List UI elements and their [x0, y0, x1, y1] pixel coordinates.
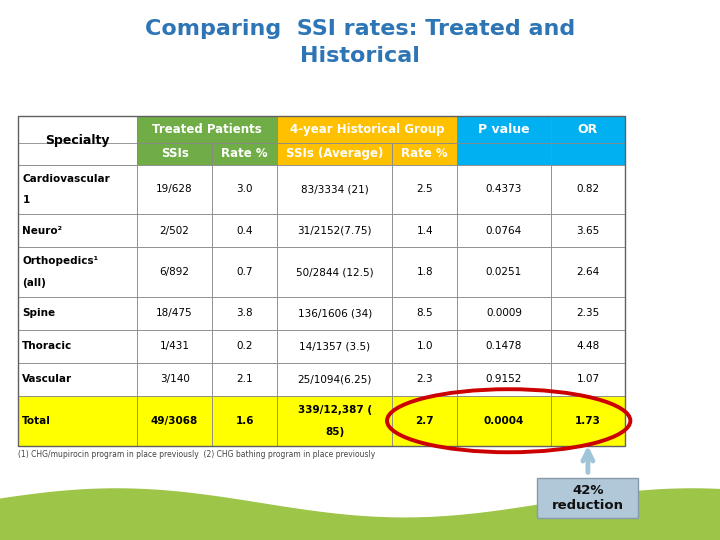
Text: 0.4373: 0.4373: [486, 185, 522, 194]
Text: 1.6: 1.6: [235, 416, 254, 426]
Text: Vascular: Vascular: [22, 374, 73, 384]
Text: 4-year Historical Group: 4-year Historical Group: [290, 123, 444, 136]
Text: 0.9152: 0.9152: [486, 374, 522, 384]
Text: Rate %: Rate %: [222, 147, 268, 160]
Text: 2.7: 2.7: [415, 416, 434, 426]
Text: 0.0009: 0.0009: [486, 308, 522, 319]
Text: (1) CHG/mupirocin program in place previously  (2) CHG bathing program in place : (1) CHG/mupirocin program in place previ…: [18, 450, 375, 459]
Text: 136/1606 (34): 136/1606 (34): [297, 308, 372, 319]
Text: 3.8: 3.8: [236, 308, 253, 319]
Text: 3.0: 3.0: [237, 185, 253, 194]
Text: 0.0764: 0.0764: [486, 226, 522, 236]
Text: Treated Patients: Treated Patients: [152, 123, 262, 136]
Text: 50/2844 (12.5): 50/2844 (12.5): [296, 267, 374, 277]
Text: 4.48: 4.48: [576, 341, 600, 352]
Text: 0.7: 0.7: [237, 267, 253, 277]
Text: Thoracic: Thoracic: [22, 341, 73, 352]
Text: 2.1: 2.1: [236, 374, 253, 384]
Text: 85): 85): [325, 427, 344, 437]
Text: Rate %: Rate %: [402, 147, 448, 160]
Text: 2.3: 2.3: [416, 374, 433, 384]
Text: 0.82: 0.82: [576, 185, 600, 194]
Text: Comparing  SSI rates: Treated and: Comparing SSI rates: Treated and: [145, 19, 575, 39]
Text: 0.4: 0.4: [237, 226, 253, 236]
Text: SSIs: SSIs: [161, 147, 189, 160]
Text: 1: 1: [22, 195, 30, 205]
Text: 6/892: 6/892: [160, 267, 189, 277]
Text: 2/502: 2/502: [160, 226, 189, 236]
Text: 1/431: 1/431: [160, 341, 189, 352]
Text: 18/475: 18/475: [156, 308, 193, 319]
Text: Cardiovascular: Cardiovascular: [22, 173, 110, 184]
Text: 0.1478: 0.1478: [486, 341, 522, 352]
Text: 49/3068: 49/3068: [151, 416, 198, 426]
Text: OR: OR: [577, 123, 598, 136]
Text: 1.07: 1.07: [576, 374, 600, 384]
Text: 1.8: 1.8: [416, 267, 433, 277]
Text: 42%
reduction: 42% reduction: [552, 484, 624, 512]
Text: Historical: Historical: [300, 46, 420, 66]
Text: 0.0004: 0.0004: [484, 416, 524, 426]
Text: 1.73: 1.73: [575, 416, 600, 426]
Text: Orthopedics¹: Orthopedics¹: [22, 256, 99, 266]
Text: Neuro²: Neuro²: [22, 226, 63, 236]
Text: Specialty: Specialty: [45, 134, 109, 147]
Text: 8.5: 8.5: [416, 308, 433, 319]
Text: Spine: Spine: [22, 308, 55, 319]
Text: SSIs (Average): SSIs (Average): [286, 147, 384, 160]
Text: 3/140: 3/140: [160, 374, 189, 384]
Text: 0.0251: 0.0251: [486, 267, 522, 277]
Text: 0.2: 0.2: [237, 341, 253, 352]
Text: 31/2152(7.75): 31/2152(7.75): [297, 226, 372, 236]
Text: 2.5: 2.5: [416, 185, 433, 194]
Text: 2.35: 2.35: [576, 308, 600, 319]
Text: P value: P value: [478, 123, 530, 136]
Text: 25/1094(6.25): 25/1094(6.25): [297, 374, 372, 384]
Text: 83/3334 (21): 83/3334 (21): [301, 185, 369, 194]
Text: Total: Total: [22, 416, 51, 426]
Text: 2.64: 2.64: [576, 267, 600, 277]
Text: (all): (all): [22, 278, 46, 288]
Text: 339/12,387 (: 339/12,387 (: [298, 405, 372, 415]
Text: 14/1357 (3.5): 14/1357 (3.5): [300, 341, 370, 352]
Text: 3.65: 3.65: [576, 226, 600, 236]
Text: 19/628: 19/628: [156, 185, 193, 194]
Text: 1.4: 1.4: [416, 226, 433, 236]
Text: 1.0: 1.0: [417, 341, 433, 352]
